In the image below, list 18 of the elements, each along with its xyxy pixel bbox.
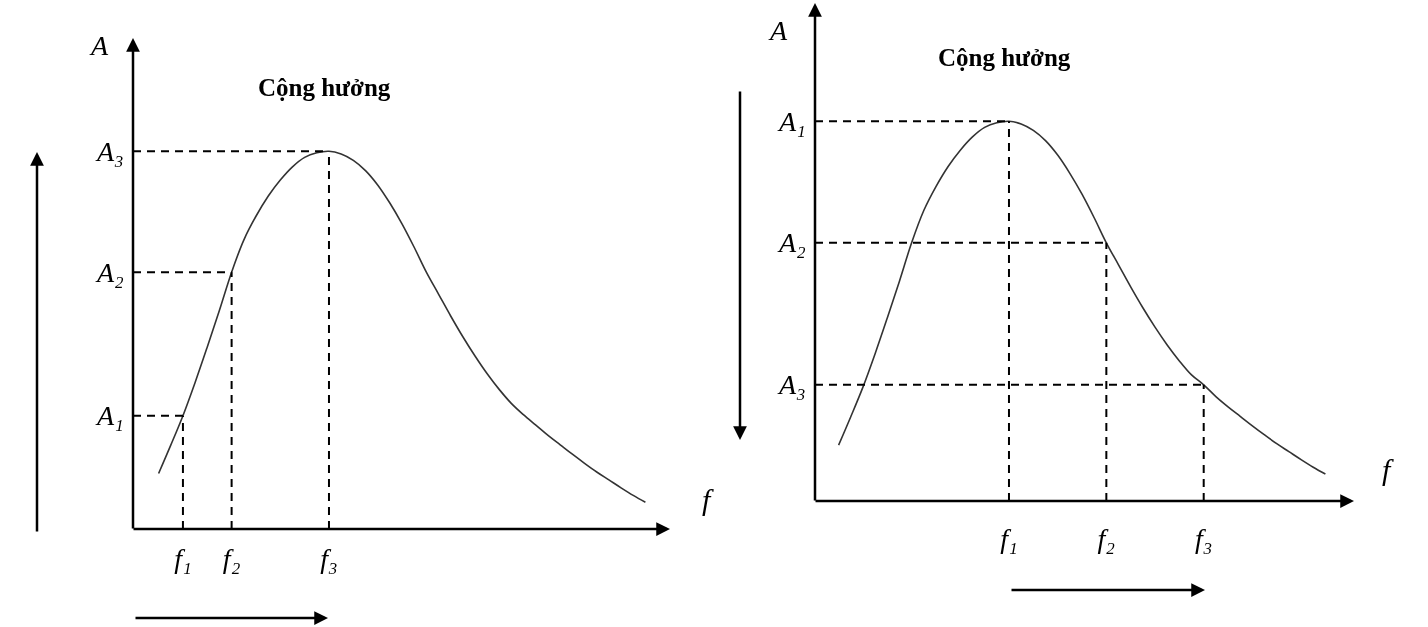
x-tick-label: f₃	[320, 543, 338, 574]
ref-line-label: A₂	[777, 227, 807, 258]
annotation: Cộng hưởng	[938, 44, 1071, 71]
ref-line-label: A₁	[95, 400, 124, 431]
ref-line-label: A₃	[95, 136, 124, 167]
x-axis-title: f	[1382, 453, 1394, 486]
x-tick-label: f₁	[174, 543, 192, 574]
ref-line-label: A₂	[95, 257, 125, 288]
annotation: Cộng hưởng	[258, 74, 391, 101]
x-tick-label: f₃	[1194, 523, 1213, 554]
y-axis-title: A	[89, 30, 109, 61]
ref-line-label: A₁	[777, 106, 806, 137]
x-tick-label: f₂	[1097, 523, 1116, 554]
x-tick-label: f₁	[1000, 523, 1018, 554]
ref-line-label: A₃	[777, 369, 806, 400]
x-axis-title: f	[702, 483, 714, 516]
x-tick-label: f₂	[222, 543, 241, 574]
y-axis-title: A	[768, 15, 788, 46]
